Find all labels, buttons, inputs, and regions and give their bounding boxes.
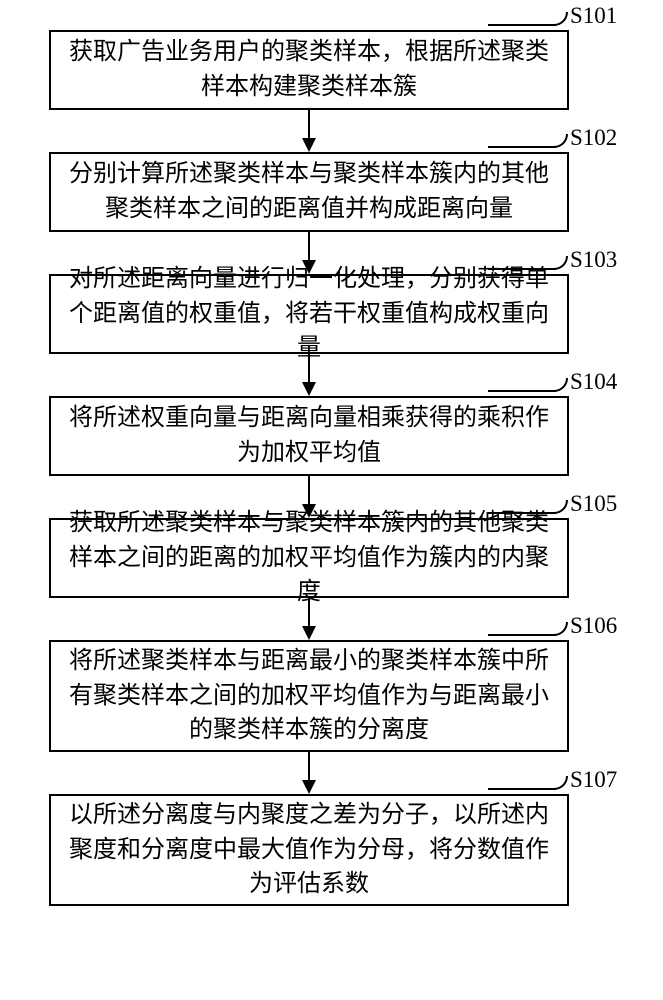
step-box-s102: 分别计算所述聚类样本与聚类样本簇内的其他聚类样本之间的距离值并构成距离向量	[49, 152, 569, 232]
leader-curve-s105	[554, 500, 568, 514]
step-box-s107: 以所述分离度与内聚度之差为分子，以所述内聚度和分离度中最大值作为分母，将分数值作…	[49, 794, 569, 906]
step-label-s102: S102	[570, 125, 617, 151]
step-label-s101: S101	[570, 3, 617, 29]
arrow-head-1	[302, 138, 316, 152]
step-label-s103: S103	[570, 247, 617, 273]
step-text-s102: 分别计算所述聚类样本与聚类样本簇内的其他聚类样本之间的距离值并构成距离向量	[61, 157, 557, 227]
step-label-s105: S105	[570, 491, 617, 517]
step-box-s106: 将所述聚类样本与距离最小的聚类样本簇中所有聚类样本之间的加权平均值作为与距离最小…	[49, 640, 569, 752]
step-text-s107: 以所述分离度与内聚度之差为分子，以所述内聚度和分离度中最大值作为分母，将分数值作…	[61, 798, 557, 902]
step-text-s106: 将所述聚类样本与距离最小的聚类样本簇中所有聚类样本之间的加权平均值作为与距离最小…	[61, 644, 557, 748]
arrow-line-4	[308, 476, 310, 504]
leader-curve-s107	[554, 776, 568, 790]
step-box-s104: 将所述权重向量与距离向量相乘获得的乘积作为加权平均值	[49, 396, 569, 476]
flowchart-canvas: 获取广告业务用户的聚类样本，根据所述聚类样本构建聚类样本簇 S101 分别计算所…	[0, 0, 663, 1000]
step-box-s101: 获取广告业务用户的聚类样本，根据所述聚类样本构建聚类样本簇	[49, 30, 569, 110]
step-label-s104: S104	[570, 369, 617, 395]
leader-line-s101	[488, 24, 556, 26]
step-text-s103: 对所述距离向量进行归一化处理，分别获得单个距离值的权重值，将若干权重值构成权重向…	[61, 262, 557, 366]
step-text-s101: 获取广告业务用户的聚类样本，根据所述聚类样本构建聚类样本簇	[61, 35, 557, 105]
step-label-s106: S106	[570, 613, 617, 639]
arrow-head-6	[302, 780, 316, 794]
arrow-line-5	[308, 598, 310, 626]
step-box-s103: 对所述距离向量进行归一化处理，分别获得单个距离值的权重值，将若干权重值构成权重向…	[49, 274, 569, 354]
arrow-line-6	[308, 752, 310, 780]
step-label-s107: S107	[570, 767, 617, 793]
leader-curve-s103	[554, 256, 568, 270]
leader-line-s107	[488, 788, 556, 790]
leader-line-s106	[488, 634, 556, 636]
step-box-s105: 获取所述聚类样本与聚类样本簇内的其他聚类样本之间的距离的加权平均值作为簇内的内聚…	[49, 518, 569, 598]
leader-curve-s102	[554, 134, 568, 148]
leader-curve-s101	[554, 12, 568, 26]
arrow-head-3	[302, 382, 316, 396]
arrow-line-3	[308, 354, 310, 382]
leader-line-s103	[488, 268, 556, 270]
leader-curve-s104	[554, 378, 568, 392]
leader-line-s104	[488, 390, 556, 392]
leader-curve-s106	[554, 622, 568, 636]
arrow-line-2	[308, 232, 310, 260]
leader-line-s102	[488, 146, 556, 148]
step-text-s104: 将所述权重向量与距离向量相乘获得的乘积作为加权平均值	[61, 401, 557, 471]
leader-line-s105	[488, 512, 556, 514]
arrow-head-5	[302, 626, 316, 640]
step-text-s105: 获取所述聚类样本与聚类样本簇内的其他聚类样本之间的距离的加权平均值作为簇内的内聚…	[61, 506, 557, 610]
arrow-line-1	[308, 110, 310, 138]
